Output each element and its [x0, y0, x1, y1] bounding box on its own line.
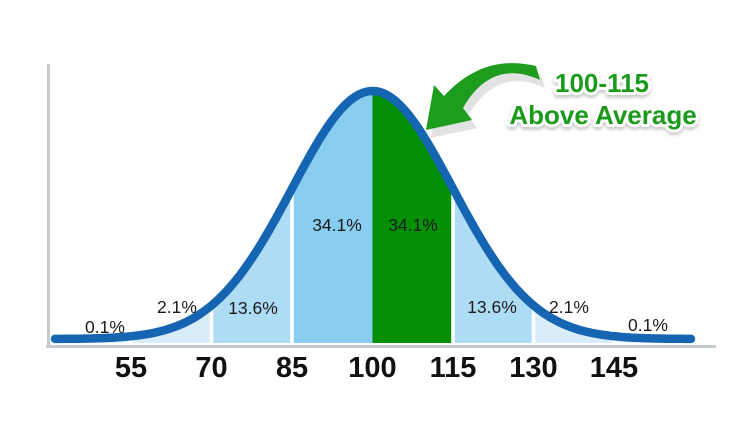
axis-tick-labels: 55 70 85 100 115 130 145: [115, 352, 638, 384]
percent-label-6: 2.1%: [549, 297, 589, 317]
percent-label-0: 0.1%: [85, 317, 125, 337]
percent-label-3: 34.1%: [312, 215, 362, 235]
tick-label-145: 145: [590, 352, 638, 384]
annotation-range: 100-115: [555, 68, 649, 98]
curved-arrow-icon: [426, 63, 540, 130]
percent-label-5: 13.6%: [467, 297, 517, 317]
tick-label-85: 85: [276, 352, 308, 384]
tick-label-130: 130: [509, 352, 557, 384]
percent-label-1: 2.1%: [157, 297, 197, 317]
tick-label-70: 70: [195, 352, 227, 384]
percent-label-7: 0.1%: [628, 315, 668, 335]
percent-label-4: 34.1%: [388, 215, 438, 235]
tick-label-115: 115: [430, 352, 477, 384]
percent-labels: 0.1% 2.1% 13.6% 34.1% 34.1% 13.6% 2.1% 0.1%: [85, 215, 668, 337]
tick-label-55: 55: [115, 352, 147, 384]
tick-label-100: 100: [348, 352, 396, 384]
percent-label-2: 13.6%: [228, 298, 278, 318]
bell-curve-line: [50, 86, 696, 344]
annotation-label: Above Average: [509, 100, 696, 130]
